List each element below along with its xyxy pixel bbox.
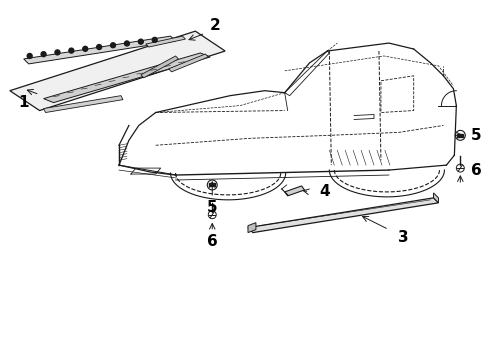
- Circle shape: [124, 41, 129, 46]
- Polygon shape: [141, 56, 178, 78]
- Polygon shape: [434, 193, 439, 203]
- Circle shape: [83, 46, 88, 51]
- Polygon shape: [24, 36, 175, 64]
- Circle shape: [152, 37, 157, 42]
- Text: 6: 6: [471, 163, 482, 177]
- Circle shape: [97, 45, 101, 50]
- Circle shape: [69, 48, 74, 53]
- Polygon shape: [44, 96, 123, 113]
- Polygon shape: [285, 186, 305, 196]
- Circle shape: [55, 50, 60, 55]
- Text: 1: 1: [19, 95, 29, 110]
- Text: 3: 3: [398, 230, 409, 245]
- Circle shape: [27, 54, 32, 58]
- Polygon shape: [10, 31, 225, 111]
- Polygon shape: [169, 54, 208, 72]
- Polygon shape: [248, 223, 256, 233]
- Circle shape: [41, 52, 46, 57]
- Text: 4: 4: [319, 184, 330, 199]
- Text: 5: 5: [471, 128, 482, 143]
- Text: 6: 6: [207, 234, 218, 249]
- Bar: [209, 184, 215, 186]
- Text: 2: 2: [210, 18, 220, 33]
- Circle shape: [111, 43, 116, 48]
- Polygon shape: [44, 53, 210, 103]
- Circle shape: [138, 39, 143, 44]
- Polygon shape: [248, 198, 439, 233]
- Bar: [457, 134, 464, 137]
- Text: 5: 5: [207, 200, 218, 215]
- Polygon shape: [146, 36, 185, 47]
